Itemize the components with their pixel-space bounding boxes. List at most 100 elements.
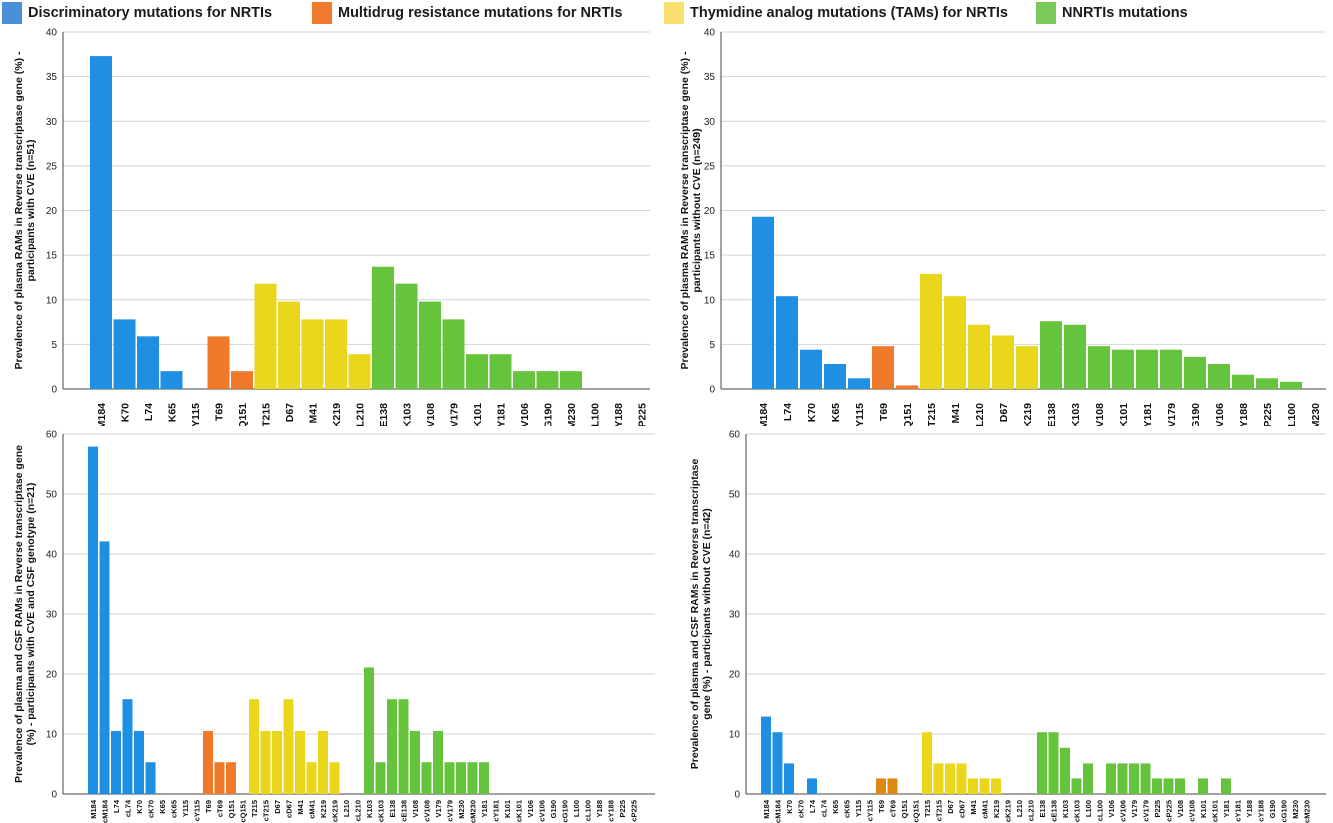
legend-label: Thymidine analog mutations (TAMs) for NR… (690, 5, 1008, 21)
bar-V106 (513, 371, 535, 389)
y-tick-label: 15 (46, 251, 58, 262)
x-tick-label: Y181 (480, 800, 489, 818)
x-tick-label: L210 (342, 800, 351, 817)
bar-T69 (207, 336, 230, 389)
bar-K103 (1064, 324, 1086, 389)
x-tick-label: cD67 (285, 800, 294, 818)
bar-K103 (364, 667, 374, 794)
x-tick-label: M230 (566, 403, 578, 426)
x-tick-label: G190 (543, 403, 555, 426)
bar-cE138 (1048, 732, 1059, 794)
y-tick-label: 10 (46, 730, 58, 741)
bar-Y188 (1232, 374, 1254, 389)
bar-K219 (991, 778, 1001, 794)
y-axis-label: gene (%) - participants without CVE (n=4… (701, 508, 713, 719)
bar-M184 (752, 216, 774, 389)
x-tick-label: K219 (992, 800, 1001, 818)
x-tick-label: M41 (969, 800, 978, 815)
x-tick-label: cV106 (1119, 800, 1128, 822)
y-tick-label: 60 (729, 430, 741, 441)
bar-T215 (249, 699, 259, 794)
x-tick-label: L74 (808, 799, 817, 813)
x-tick-label: cK219 (1004, 800, 1013, 822)
y-axis-label: (%) - participants with CVE and CSF geno… (25, 483, 37, 746)
y-tick-label: 30 (46, 117, 58, 128)
x-tick-label: cK65 (843, 800, 852, 818)
y-tick-label: 0 (51, 790, 57, 801)
bar-M41 (944, 296, 966, 389)
y-tick-label: 10 (729, 730, 741, 741)
bar-K65 (160, 371, 183, 389)
bar-D67 (945, 763, 955, 794)
x-tick-label: Q151 (902, 403, 914, 426)
x-tick-label: L100 (590, 403, 602, 426)
y-axis-label: Prevalence of plasma RAMs in Reverse tra… (679, 51, 691, 370)
bar-cV108 (421, 762, 432, 794)
legend-label: NNRTIs mutations (1062, 5, 1188, 21)
y-tick-label: 30 (46, 610, 58, 621)
bar-cK103 (375, 762, 386, 794)
x-tick-label: K103 (1070, 403, 1082, 426)
bar-cM230 (467, 762, 478, 794)
bar-cL74 (122, 699, 133, 794)
bar-cE138 (398, 699, 409, 794)
bar-K70 (784, 763, 794, 794)
y-tick-label: 5 (51, 340, 57, 351)
y-tick-label: 0 (51, 385, 57, 396)
bar-cV179 (444, 762, 455, 794)
x-tick-label: cK70 (797, 800, 806, 818)
bar-M230 (560, 371, 582, 389)
x-tick-label: E138 (1038, 800, 1047, 818)
x-tick-label: cL100 (1096, 800, 1105, 821)
y-tick-label: 20 (704, 206, 716, 217)
x-tick-label: K219 (1022, 403, 1034, 426)
x-tick-label: cK101 (515, 800, 524, 822)
x-tick-label: M184 (96, 403, 108, 426)
x-tick-label: Y188 (613, 403, 625, 426)
bar-T215 (254, 283, 277, 389)
x-tick-label: V179 (434, 800, 443, 818)
bar-E138 (372, 266, 394, 389)
x-tick-label: K101 (472, 403, 484, 426)
y-axis-label: Prevalence of plasma and CSF RAMs in Rev… (689, 459, 701, 770)
chart-plasma-with-cve: 0 5 10 15 20 25 30 35 40 M184 K70 L74 K65 Y115 T69 Q151… (13, 28, 650, 426)
bar-M41 (968, 778, 978, 794)
bar-G190 (1184, 356, 1206, 389)
bar-cM41 (306, 762, 317, 794)
x-tick-label: Y181 (496, 403, 508, 426)
x-tick-label: L74 (112, 799, 121, 813)
legend-label: Multidrug resistance mutations for NRTIs (338, 5, 623, 21)
x-tick-label: cK219 (331, 800, 340, 822)
y-tick-label: 30 (729, 610, 741, 621)
x-tick-label: cM230 (1303, 800, 1312, 823)
bar-cP225 (1163, 778, 1174, 794)
bar-G190 (536, 371, 559, 389)
bar-D67 (992, 335, 1014, 389)
x-tick-label: L74 (782, 403, 794, 421)
bar-V106 (1106, 763, 1116, 794)
bar-cT215 (260, 731, 271, 794)
x-tick-label: L210 (355, 403, 367, 426)
x-tick-label: K101 (1199, 800, 1208, 818)
x-tick-label: P225 (637, 403, 649, 426)
y-tick-label: 25 (46, 161, 58, 172)
x-tick-label: K219 (319, 800, 328, 818)
x-tick-label: M184 (758, 403, 770, 426)
x-tick-label: Y188 (1238, 403, 1250, 426)
bar-K101 (466, 354, 488, 389)
x-tick-label: V108 (425, 403, 437, 426)
x-tick-label: T69 (204, 800, 213, 813)
x-tick-label: cD67 (958, 800, 967, 818)
y-tick-label: 20 (46, 206, 58, 217)
x-tick-label: K101 (503, 800, 512, 818)
bar-cV179 (1140, 763, 1151, 794)
bar-cT215 (933, 763, 944, 794)
x-tick-label: V108 (1094, 403, 1106, 426)
y-tick-label: 60 (46, 430, 58, 441)
bar-M184 (88, 446, 98, 794)
bar-L210 (348, 354, 371, 389)
x-tick-label: cY115 (193, 800, 202, 821)
legend-item: Discriminatory mutations for NRTIs (2, 2, 272, 24)
x-tick-label: cE138 (1050, 800, 1059, 822)
x-tick-label: V106 (1107, 800, 1116, 818)
